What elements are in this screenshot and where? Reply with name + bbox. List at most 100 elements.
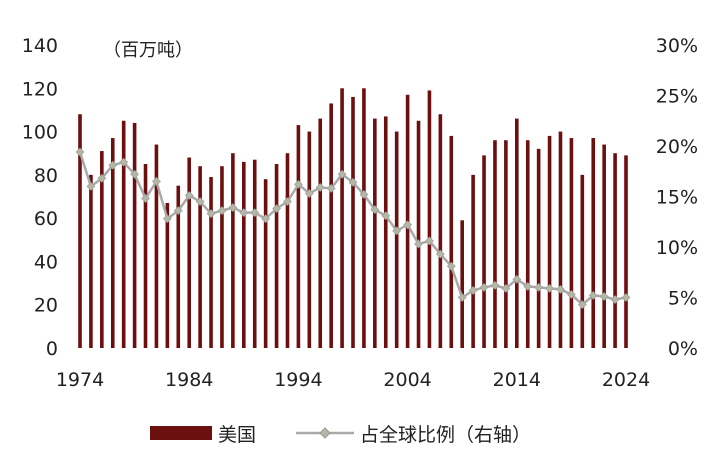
x-axis: 1974 1984 1994 2004 2014 2024 <box>56 369 650 391</box>
bar <box>547 135 552 348</box>
point <box>523 281 533 291</box>
y-right-tick-label: 15% <box>656 187 698 209</box>
point <box>217 206 227 216</box>
y-right-tick-label: 20% <box>656 136 698 158</box>
point <box>293 179 303 189</box>
y-left-tick-label: 100 <box>22 122 58 144</box>
point <box>610 295 620 304</box>
bar <box>383 116 388 348</box>
bar <box>231 153 235 348</box>
point <box>97 173 107 183</box>
bar <box>285 153 290 348</box>
y-right-tick-label: 5% <box>668 288 698 310</box>
bar <box>471 174 475 348</box>
point <box>283 197 292 206</box>
bar <box>78 114 82 348</box>
point <box>119 157 129 167</box>
point <box>130 169 140 179</box>
bar <box>252 159 257 348</box>
y-right-tick-label: 25% <box>656 86 698 108</box>
point <box>479 282 489 292</box>
bar <box>263 179 268 348</box>
bar <box>624 155 628 348</box>
legend-label-bar: 美国 <box>218 424 256 446</box>
point <box>239 208 249 218</box>
bar <box>580 174 585 348</box>
point <box>75 147 85 157</box>
bar <box>296 125 301 348</box>
bar <box>307 131 312 348</box>
bar <box>187 157 191 348</box>
point <box>359 190 369 199</box>
bar <box>449 135 454 348</box>
bar <box>515 118 519 348</box>
point <box>326 183 336 193</box>
bar <box>340 88 344 348</box>
point <box>206 209 216 219</box>
bar <box>132 122 137 348</box>
bar <box>460 220 464 348</box>
x-tick-label: 2004 <box>383 369 431 391</box>
bar <box>274 164 279 348</box>
point <box>141 194 150 203</box>
bar <box>198 166 202 348</box>
point <box>184 191 194 200</box>
y-right-tick-label: 0% <box>668 338 698 360</box>
bar <box>143 164 148 348</box>
point <box>348 177 358 187</box>
y-right-tick-label: 30% <box>656 35 698 57</box>
point <box>512 274 522 284</box>
point <box>588 291 598 300</box>
point <box>108 160 118 170</box>
unit-label: （百万吨） <box>103 40 193 61</box>
bar <box>613 153 617 348</box>
y-left-tick-label: 120 <box>22 78 58 100</box>
point <box>370 205 380 215</box>
bar <box>558 131 563 348</box>
bar <box>362 88 366 348</box>
point <box>261 214 271 224</box>
x-tick-label: 1984 <box>165 369 213 391</box>
point <box>599 292 609 301</box>
point <box>162 214 172 224</box>
point <box>566 290 576 299</box>
point <box>315 182 325 192</box>
bar <box>482 155 486 348</box>
bar <box>100 151 104 348</box>
legend-swatch-bar <box>150 426 212 440</box>
point <box>435 249 445 259</box>
point <box>337 169 347 179</box>
bar <box>209 177 213 348</box>
bar <box>591 138 596 348</box>
x-tick-label: 2024 <box>602 369 650 391</box>
point <box>86 181 96 191</box>
point <box>534 282 544 292</box>
y-left-tick-label: 140 <box>22 35 58 57</box>
point <box>152 176 161 186</box>
y-left-tick-label: 80 <box>34 165 58 187</box>
y-axis-left: 0 20 40 60 80 100 120 140 <box>22 35 58 360</box>
x-tick-label: 1974 <box>56 369 104 391</box>
x-tick-label: 1994 <box>274 369 322 391</box>
point <box>545 283 554 293</box>
point <box>304 189 314 198</box>
point <box>414 239 423 249</box>
bar <box>525 140 530 348</box>
point <box>381 211 391 221</box>
bar <box>242 161 246 348</box>
legend: 美国 占全球比例（右轴） <box>150 424 531 446</box>
point <box>621 293 631 302</box>
bar <box>373 118 377 348</box>
bar-series-group <box>78 88 628 348</box>
point <box>272 204 281 214</box>
bar <box>438 114 443 348</box>
bar <box>536 148 541 348</box>
point <box>457 293 467 302</box>
bar <box>427 90 432 348</box>
point <box>425 236 434 246</box>
x-tick-label: 2014 <box>493 369 541 391</box>
bar <box>416 120 421 348</box>
bar <box>493 140 497 348</box>
y-left-tick-label: 20 <box>34 295 58 317</box>
